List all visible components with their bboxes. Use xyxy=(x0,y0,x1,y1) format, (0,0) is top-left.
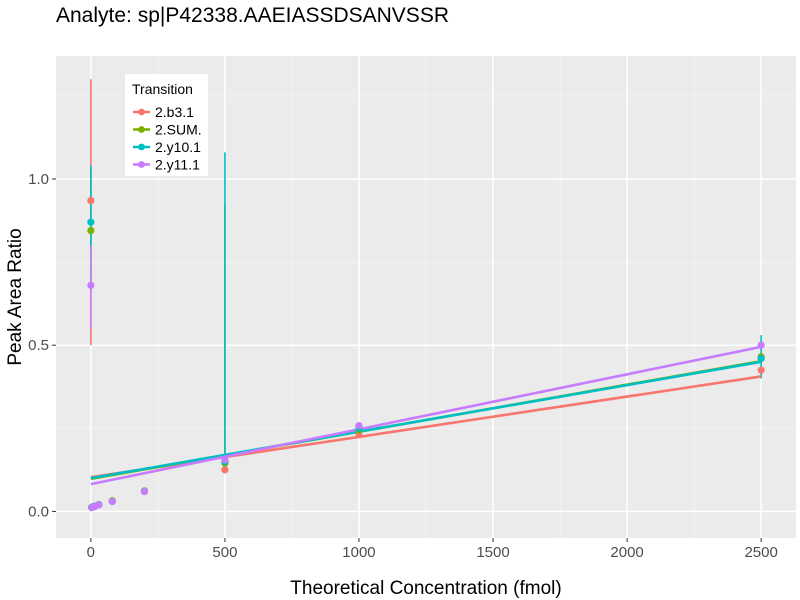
y-axis-title: Peak Area Ratio xyxy=(5,228,26,365)
y-tick-label: 1.0 xyxy=(28,171,49,188)
data-point xyxy=(355,422,363,430)
legend-key-point xyxy=(138,143,145,151)
data-point xyxy=(87,218,95,226)
x-tick-label: 2500 xyxy=(744,544,777,561)
fit-line xyxy=(90,345,762,486)
legend-key-point xyxy=(138,161,145,168)
data-point xyxy=(87,197,95,205)
data-point xyxy=(221,466,229,474)
legend-items: 2.b3.1 2.SUM.2.y10.1 2.y11.1 xyxy=(133,104,202,173)
legend: Transition 2.b3.1 2.SUM.2.y10.1 2.y11.1 xyxy=(125,74,208,176)
data-point xyxy=(95,501,103,509)
x-tick-label: 2000 xyxy=(610,544,643,561)
legend-label: 2.SUM. xyxy=(155,122,202,138)
chart-title: Analyte: sp|P42338.AAEIASSDSANVSSR xyxy=(56,4,449,27)
x-tick-label: 1000 xyxy=(342,544,375,561)
legend-label: 2.y11.1 xyxy=(155,157,200,173)
x-axis-title: Theoretical Concentration (fmol) xyxy=(290,578,561,599)
data-point xyxy=(757,366,765,374)
x-tick-label: 500 xyxy=(212,544,237,561)
legend-label: 2.y10.1 xyxy=(155,139,201,155)
data-point xyxy=(757,341,765,349)
fit-line xyxy=(90,360,762,480)
data-point xyxy=(108,497,116,506)
data-point xyxy=(757,354,765,363)
legend-title: Transition xyxy=(132,81,193,97)
legend-key-point xyxy=(138,108,145,116)
data-points xyxy=(87,197,765,512)
axis-ticks: 0 500 1000 1500 2000 2500 0.0 0.5 1.0 xyxy=(28,171,778,561)
data-point xyxy=(140,487,149,496)
data-point xyxy=(355,431,363,439)
data-point xyxy=(221,456,229,464)
data-point xyxy=(87,226,95,235)
data-point xyxy=(87,281,95,289)
legend-label: 2.b3.1 xyxy=(155,104,194,120)
legend-box xyxy=(125,74,208,176)
x-tick-label: 0 xyxy=(87,544,95,561)
y-tick-label: 0.0 xyxy=(28,503,49,520)
legend-key-point xyxy=(138,126,145,133)
y-tick-label: 0.5 xyxy=(28,337,49,354)
fit-lines xyxy=(90,345,762,486)
x-tick-label: 1500 xyxy=(476,544,509,561)
